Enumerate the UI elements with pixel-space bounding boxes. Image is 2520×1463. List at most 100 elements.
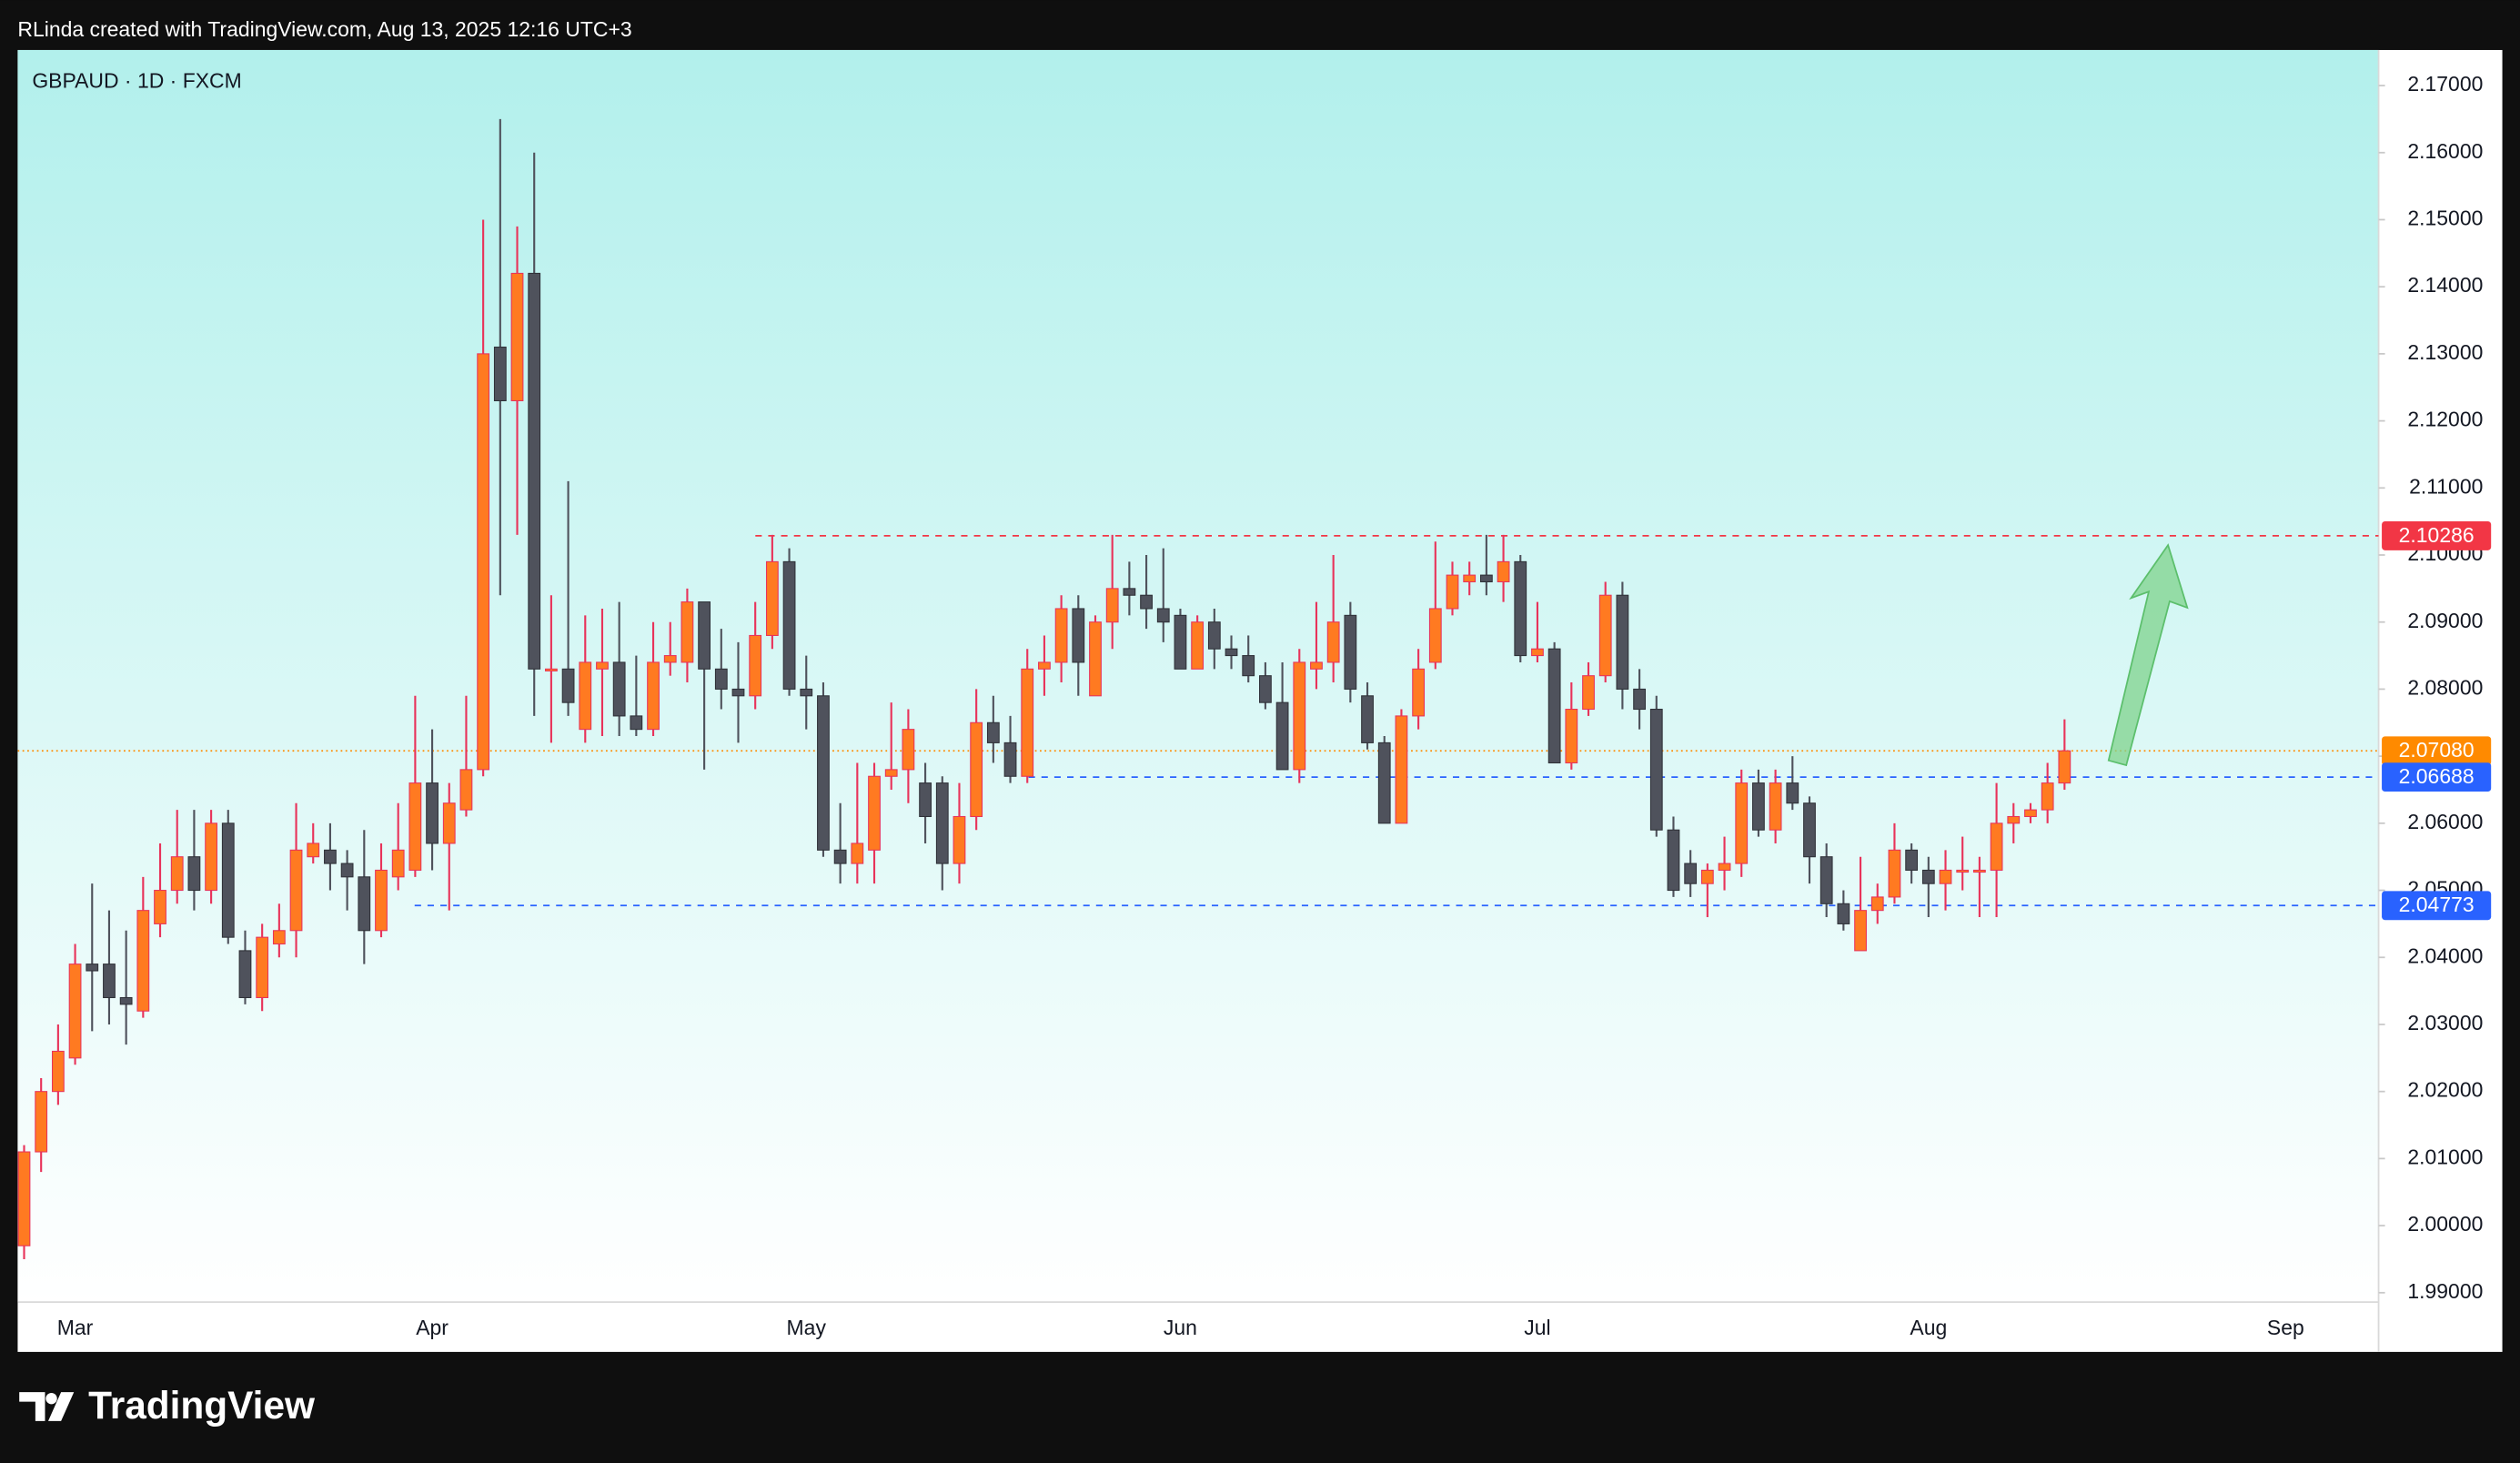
candle-body	[782, 560, 796, 690]
candle-body	[1072, 608, 1085, 663]
candle-body	[1275, 701, 1289, 771]
candle-body	[647, 661, 660, 731]
candle-body	[714, 668, 728, 690]
candle-body	[1633, 688, 1646, 711]
candle-body	[1344, 614, 1357, 690]
candle-body	[408, 782, 422, 871]
candle-body	[493, 346, 507, 402]
y-tick-label: 2.04000	[2407, 943, 2483, 967]
candle-body	[1123, 588, 1136, 596]
logo-mark	[47, 1392, 75, 1421]
candle-body	[1191, 621, 1205, 670]
candle-body	[1021, 668, 1034, 777]
candle-body	[154, 890, 166, 924]
candle-body	[919, 782, 932, 818]
candle-body	[1054, 608, 1068, 663]
candle-body	[205, 822, 217, 892]
brand-logo: TradingView	[19, 1384, 316, 1427]
candle-body	[663, 655, 677, 663]
candle-body	[579, 661, 592, 731]
y-tick-label: 1.99000	[2407, 1279, 2483, 1303]
candle-body	[868, 775, 881, 851]
candle-body	[986, 721, 1000, 743]
candle-body	[970, 721, 983, 818]
candle-body	[1870, 896, 1884, 912]
candle-body	[1412, 668, 1426, 717]
candle-body	[256, 936, 269, 999]
price-label: 2.04773	[2399, 893, 2475, 916]
candle-body	[902, 729, 915, 771]
candle-body	[1395, 715, 1408, 824]
candle-body	[1242, 655, 1255, 677]
candle-body	[2024, 809, 2037, 818]
candle-body	[510, 272, 524, 402]
candle-body	[1649, 709, 1663, 831]
candle-body	[1837, 903, 1850, 924]
candle-body	[1531, 648, 1544, 657]
y-tick-label: 2.01000	[2407, 1145, 2483, 1168]
arrow-annotation	[2107, 543, 2189, 767]
candle-body	[187, 856, 201, 892]
y-tick-label: 2.08000	[2407, 675, 2483, 699]
candle-body	[680, 601, 694, 663]
candle-body	[528, 272, 541, 670]
candle-body	[272, 930, 286, 945]
candle-body	[561, 668, 575, 703]
price-label-box	[2382, 762, 2492, 792]
candle-body	[136, 910, 150, 1012]
candle-body	[1547, 648, 1561, 764]
candle-body	[596, 661, 609, 670]
candle-body	[307, 842, 320, 858]
candle-body	[1003, 742, 1017, 777]
y-tick-label: 2.03000	[2407, 1011, 2483, 1034]
candle-body	[1616, 594, 1629, 690]
candle-body	[324, 849, 337, 864]
candle-body	[1259, 675, 1272, 703]
candle-body	[1888, 849, 1901, 898]
candle-body	[1786, 782, 1799, 804]
candle-body	[119, 996, 133, 1005]
candle-body	[2007, 815, 2021, 824]
price-label: 2.07080	[2399, 738, 2475, 762]
candle-body	[1038, 661, 1051, 670]
candle-body	[1207, 621, 1221, 650]
candle-body	[1326, 621, 1340, 663]
price-label-box	[2382, 736, 2492, 766]
candle-body	[1921, 869, 1935, 884]
candle-body	[35, 1091, 48, 1153]
candle-body	[1514, 560, 1527, 657]
candle-body	[358, 876, 371, 932]
candle-body	[1752, 782, 1765, 831]
candle-body	[817, 695, 830, 851]
candle-body	[1105, 588, 1119, 623]
candle-body	[1819, 856, 1833, 904]
candle-body	[17, 1151, 31, 1246]
candle-body	[289, 849, 303, 932]
candle-body	[1174, 614, 1187, 670]
candle-body	[1939, 869, 1952, 884]
candle-body	[1803, 802, 1816, 858]
y-tick-label: 2.12000	[2407, 408, 2483, 431]
candle-body	[2041, 782, 2054, 811]
brand: TradingView	[88, 1384, 316, 1427]
candle-body	[477, 353, 490, 771]
x-tick-label: Mar	[57, 1316, 94, 1339]
x-tick-label: Aug	[1910, 1316, 1947, 1339]
candle-body	[170, 856, 184, 892]
candle-body	[426, 782, 438, 844]
candle-body	[442, 802, 456, 844]
candle-body	[68, 964, 82, 1059]
x-tick-label: Jun	[1164, 1316, 1197, 1339]
candle-body	[1735, 782, 1749, 864]
x-tick-label: Jul	[1524, 1316, 1550, 1339]
candle-body	[765, 560, 779, 636]
y-tick-label: 2.17000	[2407, 72, 2483, 96]
y-tick-label: 2.15000	[2407, 207, 2483, 230]
plot	[17, 118, 2379, 1259]
y-tick-label: 2.06000	[2407, 810, 2483, 833]
candle-body	[221, 822, 235, 938]
candle-body	[1225, 648, 1238, 657]
candle-body	[884, 769, 898, 777]
